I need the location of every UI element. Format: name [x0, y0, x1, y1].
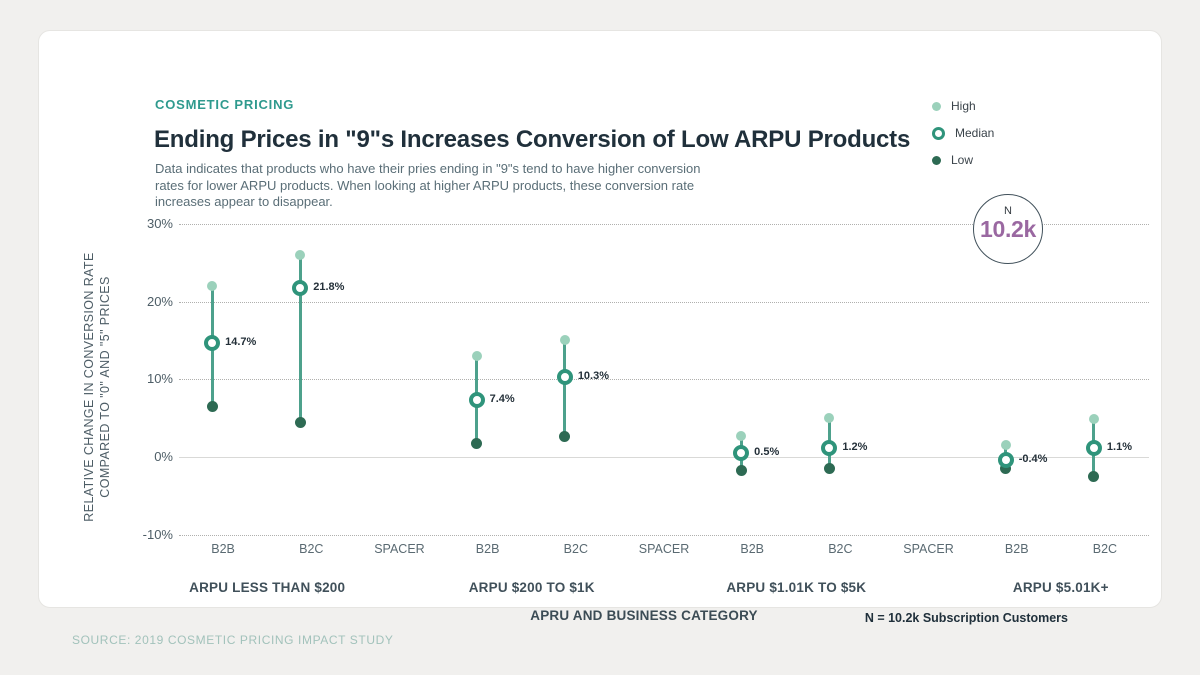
median-marker [468, 391, 485, 408]
x-tick-label-b2b: B2B [211, 542, 235, 556]
legend-item-median: Median [932, 126, 994, 140]
median-value-label: 1.1% [1106, 441, 1132, 454]
subtitle-line-2: rates for lower ARPU products. When look… [155, 177, 695, 193]
x-axis-title: APRU AND BUSINESS CATEGORY [530, 608, 758, 623]
gridline [179, 379, 1149, 381]
n-badge: N 10.2k [973, 194, 1043, 264]
group-label: ARPU LESS THAN $200 [189, 580, 346, 595]
median-value-label: 10.3% [577, 369, 610, 382]
low-dot [1088, 470, 1100, 482]
subtitle-line-3: increases appear to disappear. [155, 194, 333, 209]
sample-size-note: N = 10.2k Subscription Customers [864, 611, 1068, 625]
chart-title: Ending Prices in "9"s Increases Conversi… [154, 126, 911, 153]
legend-label-high: High [951, 99, 976, 113]
y-tick-label: 10% [146, 371, 173, 387]
low-dot [206, 400, 218, 412]
x-tick-label-spacer: SPACER [374, 542, 425, 556]
y-tick-label: 0% [154, 449, 173, 464]
x-tick-label-b2b: B2B [740, 542, 764, 556]
median-value-label: -0.4% [1018, 453, 1048, 466]
x-tick-label-spacer: SPACER [638, 542, 690, 556]
high-dot [471, 350, 482, 361]
low-dot [559, 431, 571, 443]
y-tick-label: 20% [146, 293, 173, 309]
median-value-label: 1.2% [842, 440, 868, 453]
low-dot [823, 463, 835, 475]
gridline [179, 534, 1149, 536]
low-dot-icon [932, 155, 941, 165]
dumbbell-line [298, 254, 302, 423]
y-axis-title-line-2: COMPARED TO "0" AND "5" PRICES [98, 276, 112, 498]
high-dot-icon [932, 101, 941, 111]
gridline [179, 223, 1149, 225]
median-value-label: 0.5% [754, 446, 780, 459]
high-dot [736, 431, 747, 442]
median-marker [204, 334, 221, 351]
zero-gridline [179, 457, 1149, 458]
chart-subtitle: Data indicates that products who have th… [155, 161, 700, 211]
median-marker [997, 452, 1014, 469]
y-tick-label: 30% [146, 215, 173, 231]
median-marker [821, 439, 838, 456]
subtitle-line-1: Data indicates that products who have th… [155, 161, 701, 176]
group-label: ARPU $5.01K+ [1012, 580, 1109, 595]
low-dot [735, 465, 747, 477]
group-label: ARPU $200 TO $1K [468, 580, 595, 595]
legend-item-high: High [932, 99, 994, 113]
legend: High Median Low [932, 99, 994, 167]
dumbbell-line [563, 340, 567, 437]
source-text: SOURCE: 2019 COSMETIC PRICING IMPACT STU… [72, 633, 394, 647]
gridline [179, 301, 1149, 303]
x-tick-label-b2c: B2C [1092, 542, 1118, 556]
x-tick-label-b2c: B2C [563, 542, 588, 556]
legend-label-low: Low [951, 153, 974, 167]
high-dot [207, 281, 218, 292]
low-dot [294, 416, 306, 428]
median-marker [292, 279, 309, 296]
median-marker [556, 368, 573, 385]
high-dot [1000, 440, 1011, 451]
median-value-label: 21.8% [313, 280, 345, 293]
n-badge-value: 10.2k [979, 216, 1037, 242]
x-tick-label-b2b: B2B [1004, 542, 1029, 556]
y-axis-title-line-1: RELATIVE CHANGE IN CONVERSION RATE [82, 252, 96, 522]
legend-item-low: Low [932, 153, 994, 167]
eyebrow-label: COSMETIC PRICING [155, 97, 295, 112]
median-marker [1085, 440, 1102, 457]
median-value-label: 14.7% [225, 335, 257, 348]
high-dot [559, 335, 570, 346]
n-badge-label: N [1004, 205, 1012, 217]
x-tick-label-spacer: SPACER [903, 542, 954, 556]
chart-card: COSMETIC PRICING Ending Prices in "9"s I… [38, 30, 1162, 625]
low-dot [1000, 463, 1012, 475]
high-dot [295, 249, 306, 260]
y-axis-title: RELATIVE CHANGE IN CONVERSION RATE COMPA… [81, 252, 113, 521]
low-dot [471, 438, 483, 450]
x-tick-label-b2b: B2B [475, 542, 500, 556]
high-dot [824, 413, 835, 424]
median-ring-icon [932, 126, 945, 140]
group-label: ARPU $1.01K TO $5K [726, 580, 867, 595]
x-tick-label-b2c: B2C [828, 542, 853, 556]
legend-label-median: Median [955, 126, 995, 140]
y-tick-label: -10% [142, 526, 173, 542]
median-marker [733, 445, 750, 462]
median-value-label: 7.4% [489, 392, 515, 405]
x-tick-label-b2c: B2C [299, 542, 324, 556]
high-dot [1088, 413, 1099, 424]
